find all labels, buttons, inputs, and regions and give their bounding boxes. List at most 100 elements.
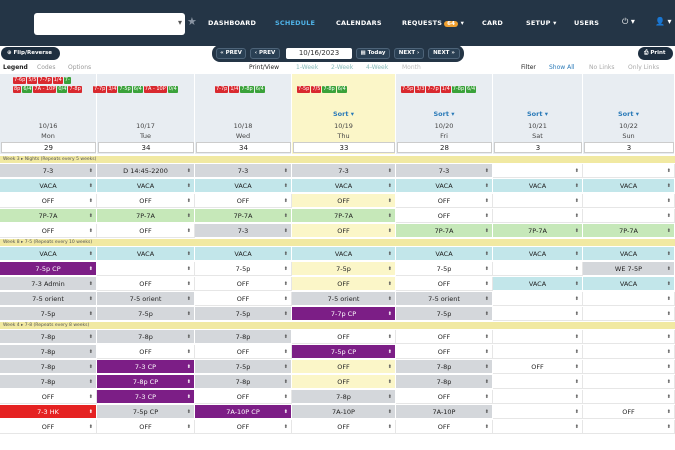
sort-arrows-icon[interactable]: ⬍ bbox=[574, 349, 579, 355]
sort-arrows-icon[interactable]: ⬍ bbox=[666, 251, 671, 257]
four-week-link[interactable]: 4-Week bbox=[366, 64, 389, 71]
shift-cell[interactable]: 7-5p ⬍ bbox=[195, 360, 292, 374]
shift-cell[interactable]: OFF ⬍ bbox=[396, 330, 493, 344]
shift-cell[interactable]: OFF ⬍ bbox=[292, 420, 396, 434]
sort-arrows-icon[interactable]: ⬍ bbox=[666, 198, 671, 204]
prev-week-button[interactable]: ‹ PREV bbox=[250, 48, 280, 59]
shift-cell[interactable]: VACA ⬍ bbox=[493, 277, 583, 291]
sort-arrows-icon[interactable]: ⬍ bbox=[484, 349, 489, 355]
shift-cell[interactable]: 7-5 orient ⬍ bbox=[0, 292, 97, 306]
shift-cell[interactable]: 7P-7A ⬍ bbox=[292, 209, 396, 223]
shift-cell[interactable]: 7-5p CP ⬍ bbox=[0, 262, 97, 276]
shift-cell[interactable]: OFF ⬍ bbox=[195, 292, 292, 306]
shift-cell[interactable]: 7-3 CP ⬍ bbox=[97, 390, 195, 404]
sort-arrows-icon[interactable]: ⬍ bbox=[88, 311, 93, 317]
sort-arrows-icon[interactable]: ⬍ bbox=[666, 409, 671, 415]
shift-cell[interactable]: 7-5p ⬍ bbox=[396, 262, 493, 276]
sort-arrows-icon[interactable]: ⬍ bbox=[484, 228, 489, 234]
shift-cell[interactable]: ⬍ bbox=[493, 292, 583, 306]
sort-arrows-icon[interactable]: ⬍ bbox=[186, 266, 191, 272]
sort-arrows-icon[interactable]: ⬍ bbox=[88, 183, 93, 189]
shift-cell[interactable]: 7-8p ⬍ bbox=[0, 360, 97, 374]
prev-month-button[interactable]: « PREV bbox=[216, 48, 246, 59]
sort-arrows-icon[interactable]: ⬍ bbox=[574, 198, 579, 204]
sort-arrows-icon[interactable]: ⬍ bbox=[283, 266, 288, 272]
shift-cell[interactable]: 7-3 CP ⬍ bbox=[97, 360, 195, 374]
sort-arrows-icon[interactable]: ⬍ bbox=[484, 409, 489, 415]
shift-cell[interactable]: 7-3 ⬍ bbox=[0, 164, 97, 178]
sort-arrows-icon[interactable]: ⬍ bbox=[186, 349, 191, 355]
sort-arrows-icon[interactable]: ⬍ bbox=[666, 281, 671, 287]
sort-arrows-icon[interactable]: ⬍ bbox=[88, 364, 93, 370]
shift-cell[interactable]: 7-5p ⬍ bbox=[0, 307, 97, 321]
sort-arrows-icon[interactable]: ⬍ bbox=[484, 334, 489, 340]
sort-arrows-icon[interactable]: ⬍ bbox=[387, 409, 392, 415]
shift-cell[interactable]: VACA ⬍ bbox=[195, 247, 292, 261]
shift-cell[interactable]: OFF ⬍ bbox=[0, 194, 97, 208]
sort-arrows-icon[interactable]: ⬍ bbox=[484, 311, 489, 317]
shift-cell[interactable]: OFF ⬍ bbox=[292, 224, 396, 238]
shift-cell[interactable]: 7-3 ⬍ bbox=[195, 224, 292, 238]
shift-cell[interactable]: ⬍ bbox=[493, 420, 583, 434]
sort-arrows-icon[interactable]: ⬍ bbox=[574, 281, 579, 287]
shift-cell[interactable]: VACA ⬍ bbox=[493, 247, 583, 261]
sort-arrows-icon[interactable]: ⬍ bbox=[574, 213, 579, 219]
shift-cell[interactable]: 7-5 orient ⬍ bbox=[396, 292, 493, 306]
sort-arrows-icon[interactable]: ⬍ bbox=[283, 251, 288, 257]
sort-arrows-icon[interactable]: ⬍ bbox=[387, 349, 392, 355]
sort-arrows-icon[interactable]: ⬍ bbox=[186, 281, 191, 287]
sort-arrows-icon[interactable]: ⬍ bbox=[186, 168, 191, 174]
sort-arrows-icon[interactable]: ⬍ bbox=[484, 281, 489, 287]
shift-cell[interactable]: ⬍ bbox=[583, 345, 675, 359]
shift-cell[interactable]: OFF ⬍ bbox=[195, 390, 292, 404]
sort-arrows-icon[interactable]: ⬍ bbox=[387, 198, 392, 204]
sort-button[interactable]: Sort ▾ bbox=[433, 110, 455, 118]
nav-setup[interactable]: SETUP ▾ bbox=[526, 19, 557, 27]
sort-arrows-icon[interactable]: ⬍ bbox=[283, 281, 288, 287]
shift-cell[interactable]: ⬍ bbox=[583, 420, 675, 434]
sort-arrows-icon[interactable]: ⬍ bbox=[574, 296, 579, 302]
shift-cell[interactable]: ⬍ bbox=[583, 360, 675, 374]
shift-cell[interactable]: 7-8p ⬍ bbox=[396, 375, 493, 389]
sort-arrows-icon[interactable]: ⬍ bbox=[186, 213, 191, 219]
shift-cell[interactable]: 7-8p ⬍ bbox=[0, 375, 97, 389]
legend-link[interactable]: Legend bbox=[3, 64, 28, 71]
shift-cell[interactable]: VACA ⬍ bbox=[97, 247, 195, 261]
nav-calendars[interactable]: CALENDARS bbox=[336, 19, 382, 27]
shift-cell[interactable]: OFF ⬍ bbox=[195, 277, 292, 291]
shift-cell[interactable]: ⬍ bbox=[493, 194, 583, 208]
sort-arrows-icon[interactable]: ⬍ bbox=[484, 296, 489, 302]
shift-cell[interactable]: VACA ⬍ bbox=[583, 179, 675, 193]
sort-arrows-icon[interactable]: ⬍ bbox=[574, 251, 579, 257]
shift-cell[interactable]: OFF ⬍ bbox=[583, 405, 675, 419]
sort-arrows-icon[interactable]: ⬍ bbox=[186, 334, 191, 340]
shift-cell[interactable]: OFF ⬍ bbox=[97, 345, 195, 359]
date-input[interactable]: 10/16/2023 bbox=[286, 48, 352, 59]
sort-arrows-icon[interactable]: ⬍ bbox=[88, 349, 93, 355]
shift-cell[interactable]: 7-5p CP ⬍ bbox=[97, 405, 195, 419]
shift-cell[interactable]: OFF ⬍ bbox=[97, 277, 195, 291]
sort-arrows-icon[interactable]: ⬍ bbox=[283, 311, 288, 317]
sort-arrows-icon[interactable]: ⬍ bbox=[186, 409, 191, 415]
sort-arrows-icon[interactable]: ⬍ bbox=[186, 198, 191, 204]
sort-arrows-icon[interactable]: ⬍ bbox=[387, 379, 392, 385]
sort-arrows-icon[interactable]: ⬍ bbox=[283, 379, 288, 385]
nav-users[interactable]: USERS bbox=[574, 19, 600, 27]
shift-cell[interactable]: 7A-10P ⬍ bbox=[292, 405, 396, 419]
shift-cell[interactable]: ⬍ bbox=[583, 292, 675, 306]
shift-cell[interactable]: 7A-10P ⬍ bbox=[396, 405, 493, 419]
sort-arrows-icon[interactable]: ⬍ bbox=[387, 213, 392, 219]
sort-arrows-icon[interactable]: ⬍ bbox=[484, 213, 489, 219]
shift-cell[interactable]: ⬍ bbox=[583, 209, 675, 223]
sort-arrows-icon[interactable]: ⬍ bbox=[574, 311, 579, 317]
shift-cell[interactable]: ⬍ bbox=[583, 330, 675, 344]
shift-cell[interactable]: VACA ⬍ bbox=[97, 179, 195, 193]
shift-cell[interactable]: ⬍ bbox=[583, 390, 675, 404]
sort-arrows-icon[interactable]: ⬍ bbox=[387, 394, 392, 400]
sort-arrows-icon[interactable]: ⬍ bbox=[283, 394, 288, 400]
shift-cell[interactable]: 7-5p ⬍ bbox=[292, 262, 396, 276]
sort-arrows-icon[interactable]: ⬍ bbox=[666, 424, 671, 430]
shift-cell[interactable]: OFF ⬍ bbox=[292, 277, 396, 291]
nav-dashboard[interactable]: DASHBOARD bbox=[208, 19, 257, 27]
shift-cell[interactable]: ⬍ bbox=[493, 209, 583, 223]
